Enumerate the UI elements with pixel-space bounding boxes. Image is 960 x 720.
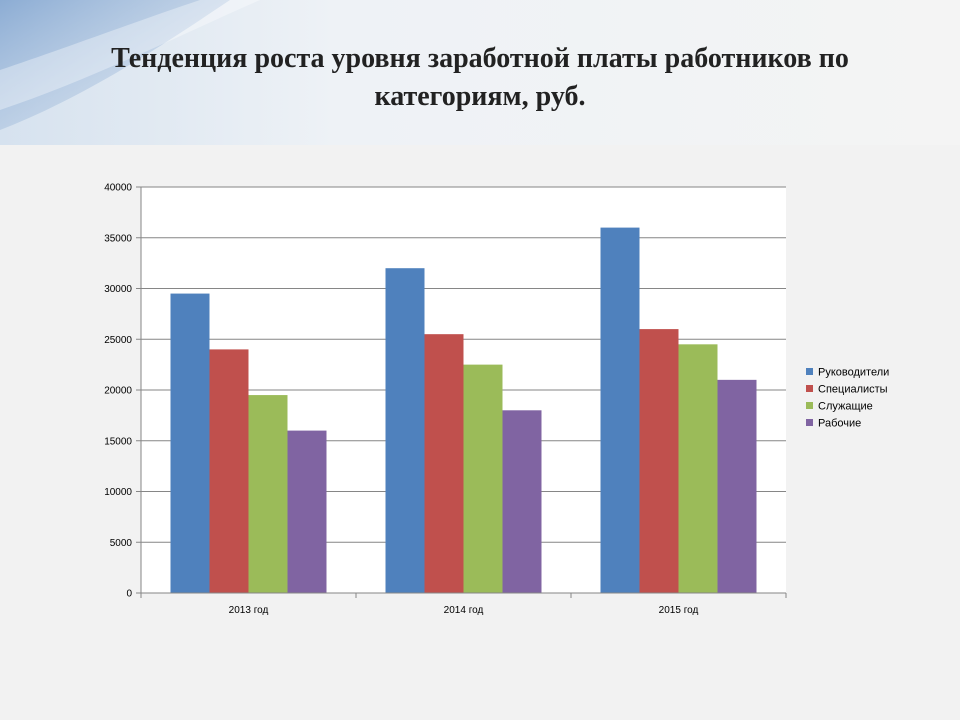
legend-swatch — [806, 385, 813, 392]
decorative-swoosh — [0, 0, 230, 130]
legend-swatch — [806, 419, 813, 426]
bar-3-2 — [463, 364, 503, 593]
legend-label: Служащие — [818, 401, 873, 413]
y-tick-label: 25000 — [104, 335, 132, 346]
y-tick-label: 10000 — [104, 487, 132, 498]
x-tick-label: 2014 год — [444, 605, 484, 616]
legend-label: Специалисты — [818, 384, 888, 396]
y-tick-label: 30000 — [104, 284, 132, 295]
legend: Руководители Специалисты Служащие Рабочие — [806, 367, 889, 430]
bar-3-3 — [678, 344, 718, 593]
bar-2-1 — [209, 349, 249, 593]
slide-title: Тенденция роста уровня заработной платы … — [111, 43, 849, 112]
y-tick-label: 0 — [126, 589, 132, 600]
axes — [136, 186, 787, 598]
y-tick-label: 5000 — [110, 538, 133, 549]
legend-swatch — [806, 368, 813, 375]
bar-1-2 — [385, 268, 425, 593]
legend-swatch — [806, 402, 813, 409]
bars — [170, 227, 757, 593]
bar-4-3 — [717, 379, 757, 593]
bar-1-3 — [600, 227, 640, 593]
bar-2-2 — [424, 334, 464, 593]
x-tick-label: 2013 год — [229, 605, 269, 616]
y-tick-label: 40000 — [104, 183, 132, 194]
bar-4-1 — [287, 430, 327, 593]
bar-4-2 — [502, 410, 542, 593]
x-tick-labels: 2013 год 2014 год 2015 год — [229, 605, 699, 616]
bar-1-1 — [170, 293, 210, 593]
bar-3-1 — [248, 395, 288, 593]
legend-label: Рабочие — [818, 418, 861, 430]
legend-label: Руководители — [818, 367, 889, 379]
y-tick-label: 15000 — [104, 436, 132, 447]
bar-2-3 — [639, 329, 679, 593]
y-tick-label: 35000 — [104, 233, 132, 244]
y-tick-labels: 0 5000 10000 15000 20000 25000 30000 35000 40000 — [104, 183, 132, 600]
y-tick-label: 20000 — [104, 386, 132, 397]
x-tick-label: 2015 год — [659, 605, 699, 616]
